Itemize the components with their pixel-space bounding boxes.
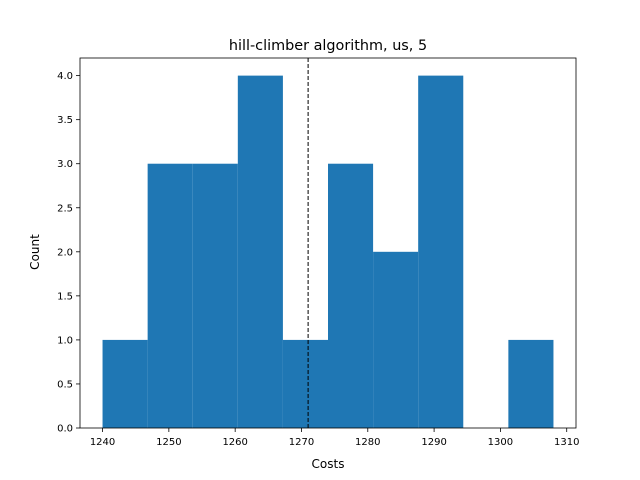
histogram-bar (508, 339, 554, 428)
x-tick-label: 1240 (90, 437, 115, 448)
y-tick-label: 3.0 (57, 159, 73, 170)
chart-title: hill-climber algorithm, us, 5 (229, 38, 427, 54)
bars-group (102, 75, 554, 428)
y-tick-label: 1.0 (57, 335, 73, 346)
x-tick-label: 1290 (421, 437, 446, 448)
y-axis-label: Count (28, 234, 42, 270)
axes-frame (79, 57, 577, 429)
y-tick-label: 0.5 (57, 379, 73, 390)
y-tick-label: 2.0 (57, 247, 73, 258)
histogram-bar (192, 163, 238, 428)
x-tick-label: 1250 (156, 437, 181, 448)
histogram-bar (237, 75, 283, 428)
histogram-bar (418, 75, 464, 428)
histogram-bar (328, 163, 374, 428)
histogram-bar (102, 339, 148, 428)
y-tick-label: 2.5 (57, 203, 73, 214)
y-axis-ticks: 0.0 0.5 1.0 1.5 2.0 2.5 3.0 3.5 4.0 (57, 71, 80, 435)
x-tick-label: 1310 (554, 437, 579, 448)
x-tick-label: 1270 (289, 437, 314, 448)
x-tick-label: 1300 (488, 437, 513, 448)
x-tick-label: 1260 (222, 437, 247, 448)
y-tick-label: 1.5 (57, 291, 73, 302)
histogram-bar (373, 251, 419, 428)
x-tick-label: 1280 (355, 437, 380, 448)
x-axis-ticks: 1240 1250 1260 1270 1280 1290 1300 1310 (90, 428, 579, 448)
y-tick-label: 0.0 (57, 424, 73, 435)
y-tick-label: 3.5 (57, 115, 73, 126)
histogram-bar (282, 339, 328, 428)
histogram-bar (147, 163, 193, 428)
x-axis-label: Costs (312, 457, 345, 471)
y-tick-label: 4.0 (57, 71, 73, 82)
